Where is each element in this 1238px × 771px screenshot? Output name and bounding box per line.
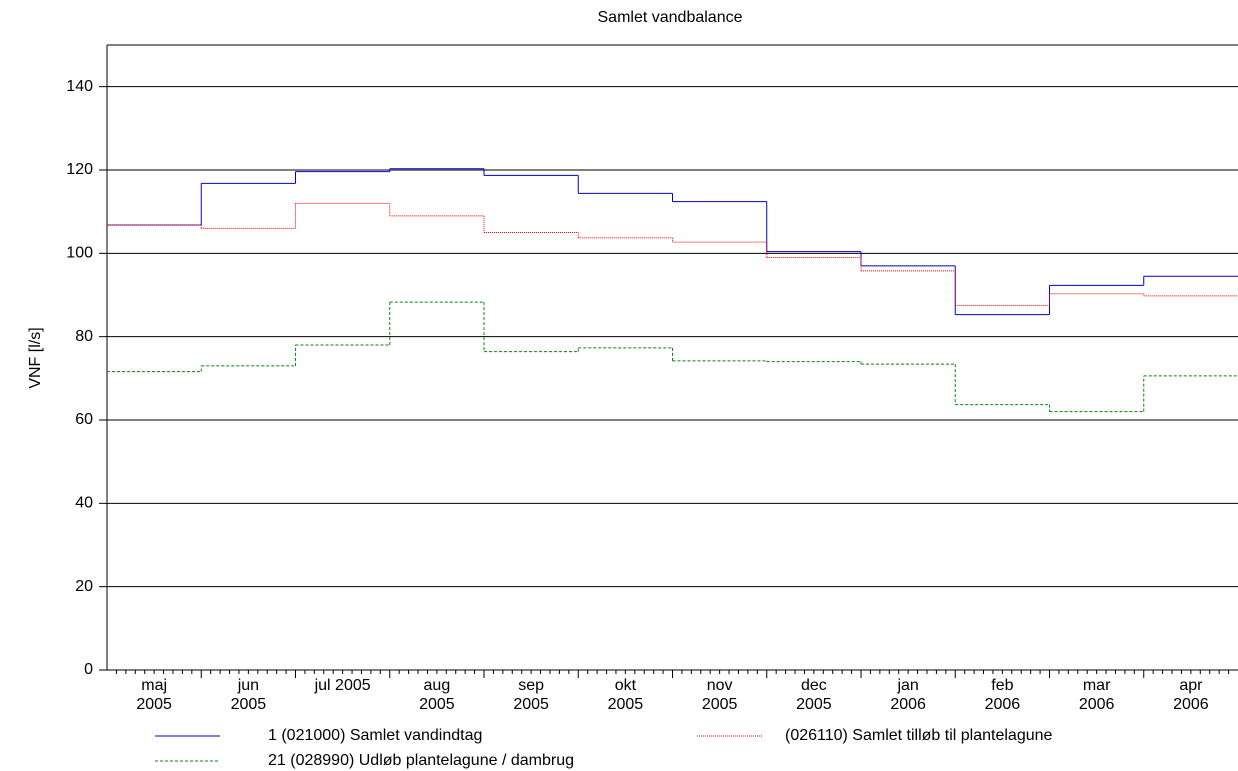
- legend-label: (026110) Samlet tilløb til plantelagune: [785, 727, 1053, 744]
- x-tick-label-box: dec 2005: [796, 677, 832, 713]
- x-tick-label: jun 2005: [230, 677, 267, 713]
- x-tick-label: nov 2005: [701, 677, 738, 713]
- x-tick-label: maj 2005: [136, 677, 172, 713]
- y-tick-label: 80: [75, 328, 93, 345]
- x-tick-label-box: jan 2006: [890, 677, 926, 713]
- y-tick-label: 100: [66, 245, 93, 262]
- x-tick-label: sep 2005: [513, 677, 549, 713]
- x-tick-label-box: sep 2005: [513, 677, 549, 713]
- x-tick-label-box: aug 2005: [419, 677, 455, 713]
- x-tick-label-box: apr 2006: [1173, 677, 1209, 713]
- x-tick-label-box: maj 2005: [136, 677, 172, 713]
- x-tick-label-box: jul 2005: [314, 677, 371, 694]
- x-tick-label-box: mar 2006: [1078, 677, 1115, 713]
- legend-label: 1 (021000) Samlet vandindtag: [268, 727, 482, 744]
- x-tick-label-box: okt 2005: [607, 677, 644, 713]
- y-tick-label: 0: [84, 661, 93, 678]
- x-tick-label: mar 2006: [1078, 677, 1115, 713]
- y-axis-label: VNF [l/s]: [27, 327, 44, 388]
- x-tick-label: jan 2006: [890, 677, 926, 713]
- x-tick-label: aug 2005: [419, 677, 455, 713]
- x-tick-label: feb 2006: [984, 677, 1021, 713]
- y-tick-label: 20: [75, 578, 93, 595]
- x-tick-label-box: feb 2006: [984, 677, 1021, 713]
- legend-label: 21 (028990) Udløb plantelagune / dambrug: [268, 752, 574, 769]
- x-tick-label: apr 2006: [1173, 677, 1209, 713]
- x-tick-label-box: jun 2005: [230, 677, 267, 713]
- y-tick-label: 60: [75, 411, 93, 428]
- x-tick-label: dec 2005: [796, 677, 832, 713]
- y-tick-label: 40: [75, 495, 93, 512]
- x-tick-label: okt 2005: [607, 677, 644, 713]
- y-tick-label: 140: [66, 78, 93, 95]
- x-tick-label: jul 2005: [314, 677, 371, 694]
- y-tick-label: 120: [66, 161, 93, 178]
- x-tick-label-box: nov 2005: [701, 677, 738, 713]
- chart-title: Samlet vandbalance: [598, 9, 743, 26]
